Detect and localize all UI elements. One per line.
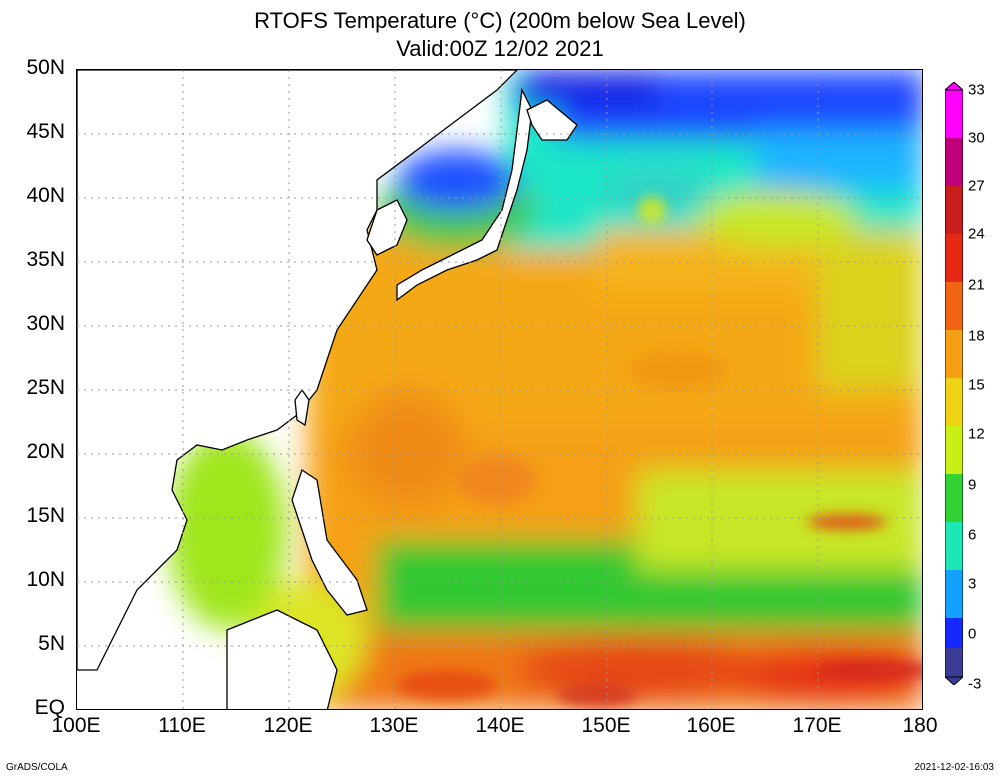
lon-label-170e: 170E bbox=[792, 714, 842, 737]
lat-label-40n: 40N bbox=[26, 184, 65, 207]
colorbar bbox=[945, 82, 963, 685]
colorbar-tick-12: 12 bbox=[968, 425, 985, 443]
korean-peninsula bbox=[366, 199, 408, 256]
lat-label-10n: 10N bbox=[26, 568, 65, 591]
lon-label-180: 180 bbox=[902, 714, 938, 737]
colorbar-tick-18: 18 bbox=[968, 327, 985, 345]
lat-label-15n: 15N bbox=[26, 504, 65, 527]
map-canvas bbox=[77, 70, 922, 709]
valid-time-subtitle: Valid:00Z 12/02 2021 bbox=[396, 36, 604, 61]
lon-label-140e: 140E bbox=[475, 714, 525, 737]
lat-label-35n: 35N bbox=[26, 248, 65, 271]
generation-timestamp: 2021-12-02-16:03 bbox=[914, 762, 994, 773]
hokkaido bbox=[526, 99, 578, 141]
colorbar-tick-33: 33 bbox=[968, 81, 985, 99]
borneo bbox=[226, 609, 338, 709]
lon-label-120e: 120E bbox=[263, 714, 313, 737]
warm-eddies bbox=[397, 196, 922, 707]
lat-label-45n: 45N bbox=[26, 120, 65, 143]
colorbar-tick-24: 24 bbox=[968, 225, 985, 243]
land-masses bbox=[77, 70, 578, 709]
lon-label-150e: 150E bbox=[581, 714, 631, 737]
colorbar-tick-27: 27 bbox=[968, 177, 985, 195]
grads-credit: GrADS/COLA bbox=[6, 762, 68, 773]
map-title: RTOFS Temperature (°C) (200m below Sea L… bbox=[254, 8, 746, 33]
colorbar-tick-30: 30 bbox=[968, 129, 985, 147]
lon-label-100e: 100E bbox=[51, 714, 101, 737]
ocean-temperature-field bbox=[167, 70, 922, 709]
colorbar-tick-15: 15 bbox=[968, 376, 985, 394]
lon-label-110e: 110E bbox=[158, 714, 206, 737]
temperature-map bbox=[76, 69, 923, 710]
asia-mainland bbox=[77, 70, 518, 671]
lat-label-50n: 50N bbox=[26, 56, 65, 79]
japan-islands bbox=[396, 87, 533, 302]
lat-label-eq: EQ bbox=[34, 696, 65, 719]
lon-label-130e: 130E bbox=[369, 714, 419, 737]
lat-label-25n: 25N bbox=[26, 376, 65, 399]
colorbar-tick-0: 0 bbox=[968, 625, 977, 643]
gridlines bbox=[77, 70, 922, 709]
colorbar-tick-3: 3 bbox=[968, 575, 977, 593]
colorbar-tick-6: 6 bbox=[968, 526, 977, 544]
colorbar-tick-minus3: -3 bbox=[968, 675, 982, 693]
lat-label-30n: 30N bbox=[26, 312, 65, 335]
lat-label-5n: 5N bbox=[38, 632, 65, 655]
taiwan bbox=[294, 388, 310, 427]
philippines bbox=[291, 468, 368, 616]
colorbar-tick-9: 9 bbox=[968, 476, 977, 494]
lat-label-20n: 20N bbox=[26, 440, 65, 463]
lon-label-160e: 160E bbox=[686, 714, 736, 737]
colorbar-tick-21: 21 bbox=[968, 276, 985, 294]
